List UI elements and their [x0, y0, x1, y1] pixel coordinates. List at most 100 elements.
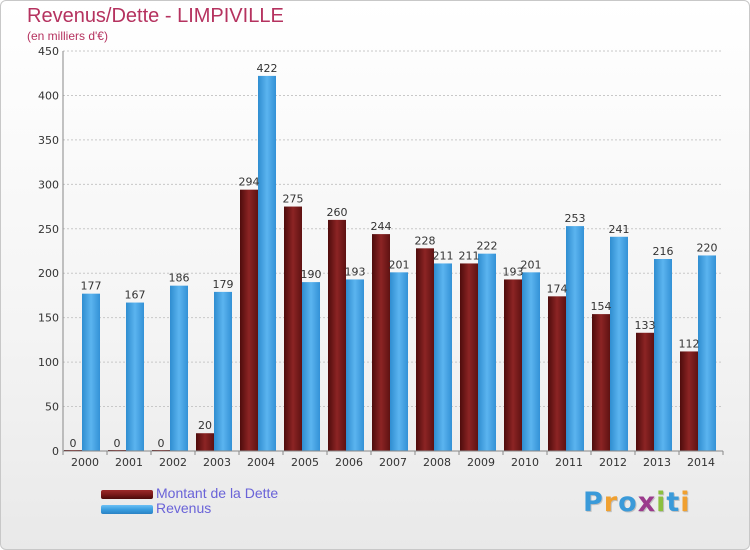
data-label: 294: [239, 176, 260, 189]
data-label: 0: [114, 437, 121, 450]
x-tick-label: 2001: [115, 456, 143, 469]
bar-revenus: [698, 255, 716, 451]
data-label: 20: [198, 419, 212, 432]
bar-revenus: [126, 302, 144, 451]
bar-revenus: [346, 279, 364, 451]
data-label: 201: [389, 258, 410, 271]
bar-dette: [284, 206, 302, 451]
y-tick-label: 100: [38, 356, 59, 369]
bar-revenus: [82, 293, 100, 451]
data-label: 211: [433, 249, 454, 262]
bar-revenus: [566, 226, 584, 451]
bar-revenus: [610, 236, 628, 451]
bar-dette: [592, 314, 610, 451]
data-label: 167: [125, 289, 146, 302]
data-labels: 0 177 0 167 0 186 20 179 294 422 275 190 260 193 244 20…: [70, 62, 718, 450]
proxiti-logo: Proxiti: [583, 487, 691, 518]
bar-dette: [416, 248, 434, 451]
legend-label-revenus: Revenus: [156, 500, 212, 516]
bar-dette: [504, 279, 522, 451]
data-label: 179: [213, 278, 234, 291]
y-tick-label: 400: [38, 89, 59, 102]
data-label: 253: [565, 212, 586, 225]
x-tick-label: 2002: [159, 456, 187, 469]
bar-revenus: [522, 272, 540, 451]
data-label: 201: [521, 258, 542, 271]
logo-letter: x: [637, 487, 657, 518]
legend-swatch-dette: [101, 490, 153, 499]
bar-revenus: [258, 75, 276, 451]
logo-letter: t: [666, 487, 681, 518]
x-tick-label: 2011: [555, 456, 583, 469]
x-tick-label: 2003: [203, 456, 231, 469]
bar-revenus: [390, 272, 408, 451]
y-tick-label: 200: [38, 267, 59, 280]
bars: [64, 75, 716, 451]
x-tick-label: 2006: [335, 456, 363, 469]
data-label: 244: [371, 220, 392, 233]
data-label: 422: [257, 62, 278, 75]
bar-dette: [328, 219, 346, 451]
bar-revenus: [170, 285, 188, 451]
data-label: 174: [547, 282, 568, 295]
logo-letter: i: [656, 487, 667, 518]
x-tick-label: 2008: [423, 456, 451, 469]
x-tick-label: 2010: [511, 456, 539, 469]
data-label: 112: [679, 337, 700, 350]
data-label: 241: [609, 223, 630, 236]
y-tick-label: 300: [38, 178, 59, 191]
x-tick-label: 2000: [71, 456, 99, 469]
x-tick-label: 2013: [643, 456, 671, 469]
data-label: 211: [459, 249, 480, 262]
chart-title: Revenus/Dette - LIMPIVILLE: [27, 5, 284, 27]
data-label: 193: [345, 265, 366, 278]
y-tick-label: 450: [38, 45, 59, 58]
x-tick-label: 2014: [687, 456, 715, 469]
bar-dette: [636, 332, 654, 451]
data-label: 154: [591, 300, 612, 313]
y-tick-label: 350: [38, 134, 59, 147]
x-tick-label: 2007: [379, 456, 407, 469]
legend-swatch-revenus: [101, 505, 153, 514]
bar-revenus: [214, 291, 232, 451]
x-tick-label: 2005: [291, 456, 319, 469]
bar-revenus: [478, 253, 496, 451]
logo-letter: o: [618, 487, 638, 518]
legend-label-dette: Montant de la Dette: [156, 485, 279, 501]
chart-subtitle: (en milliers d'€): [27, 29, 108, 43]
bar-revenus: [654, 259, 672, 451]
data-label: 222: [477, 240, 498, 253]
x-tick-label: 2004: [247, 456, 275, 469]
data-label: 186: [169, 272, 190, 285]
bar-dette: [372, 234, 390, 451]
y-tick-label: 150: [38, 312, 59, 325]
logo-letter: i: [680, 487, 691, 518]
bar-dette: [240, 189, 258, 451]
data-label: 190: [301, 268, 322, 281]
y-tick-label: 0: [52, 445, 59, 458]
data-label: 177: [81, 280, 102, 293]
bar-revenus: [434, 263, 452, 451]
y-tick-label: 250: [38, 223, 59, 236]
data-label: 275: [283, 193, 304, 206]
y-tick-label: 50: [45, 401, 59, 414]
logo-letter: P: [583, 487, 604, 518]
logo-letter: r: [603, 487, 619, 518]
data-label: 0: [70, 437, 77, 450]
x-tick-label: 2009: [467, 456, 495, 469]
data-label: 260: [327, 206, 348, 219]
bar-dette: [196, 433, 214, 451]
data-label: 228: [415, 234, 436, 247]
data-label: 193: [503, 265, 524, 278]
data-label: 216: [653, 245, 674, 258]
bar-dette: [680, 351, 698, 451]
data-label: 133: [635, 319, 656, 332]
x-tick-label: 2012: [599, 456, 627, 469]
data-label: 0: [158, 437, 165, 450]
bar-dette: [548, 296, 566, 451]
data-label: 220: [697, 241, 718, 254]
bar-dette: [460, 263, 478, 451]
